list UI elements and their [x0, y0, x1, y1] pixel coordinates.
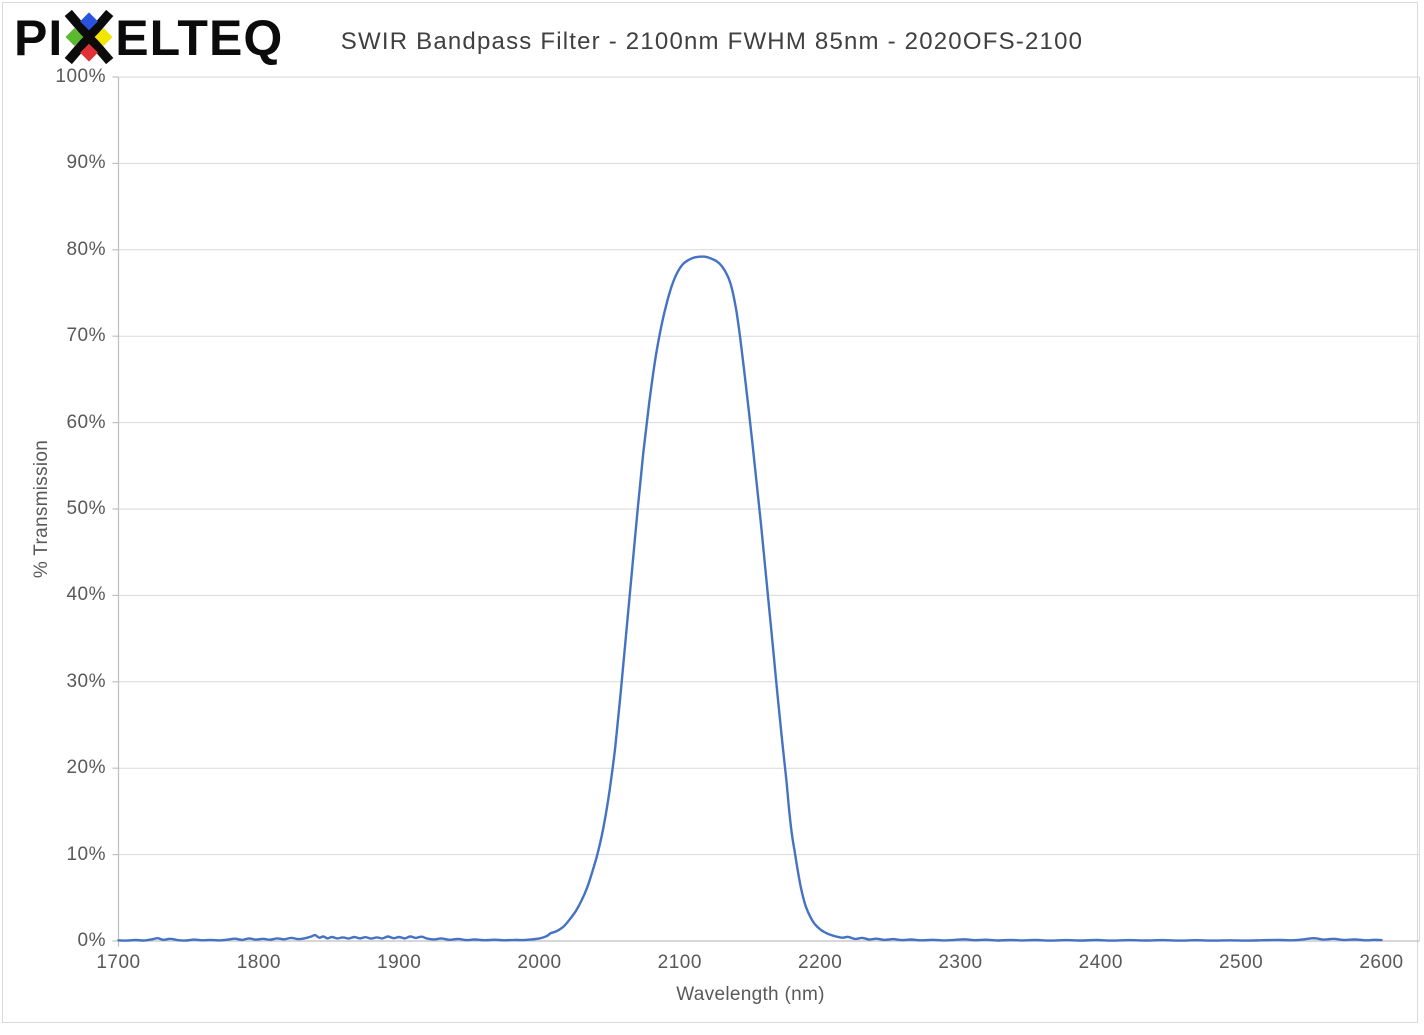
y-tick-label: 30% — [66, 670, 106, 692]
logo-text-elteq: ELTEQ — [115, 10, 284, 66]
chart-title: SWIR Bandpass Filter - 2100nm FWHM 85nm … — [340, 28, 1084, 55]
y-tick-label: 80% — [66, 238, 106, 260]
x-tick-label: 2200 — [798, 952, 843, 973]
y-axis-title: % Transmission — [31, 439, 52, 579]
x-diamond-top — [80, 12, 99, 31]
x-tick-label: 1700 — [96, 952, 141, 973]
y-tick-label: 90% — [66, 152, 106, 174]
y-tick-label: 60% — [66, 411, 106, 433]
transmission-curve — [117, 255, 1383, 942]
x-diamond-bottom — [80, 43, 99, 62]
x-tick-label: 1800 — [236, 952, 281, 973]
x-diamond-right — [94, 28, 113, 46]
logo-text-pi: PI — [14, 10, 64, 66]
x-tick-label: 2600 — [1359, 952, 1404, 973]
x-tick-label: 2400 — [1078, 952, 1123, 973]
x-tick-label: 1900 — [377, 952, 422, 973]
y-tick-label: 40% — [66, 584, 106, 606]
x-axis-title: Wavelength (nm) — [676, 984, 825, 1005]
y-tick-label: 10% — [66, 843, 106, 865]
y-tick-label: 70% — [66, 325, 106, 347]
y-tick-label: 50% — [66, 498, 106, 519]
x-diamond-left — [65, 28, 84, 46]
x-tick-label: 2100 — [657, 952, 702, 973]
x-tick-label: 2000 — [517, 952, 562, 973]
y-tick-label: 100% — [55, 66, 106, 87]
y-tick-label: 20% — [66, 757, 106, 779]
pixelteq-logo: PI ELTEQ — [14, 8, 283, 68]
x-tick-label: 2300 — [938, 952, 983, 973]
x-tick-label: 2500 — [1218, 952, 1264, 973]
y-tick-label: 0% — [77, 930, 106, 951]
pixelteq-x-icon — [64, 9, 114, 65]
